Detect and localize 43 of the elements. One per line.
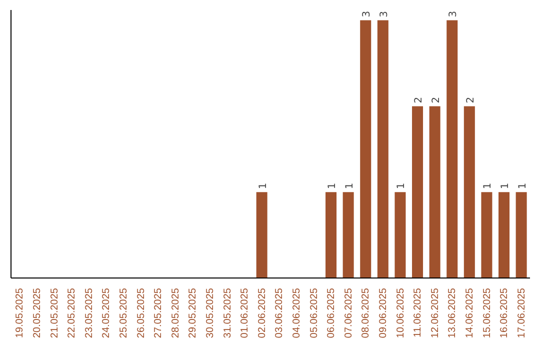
data-label: 3 (378, 10, 390, 18)
data-label: 2 (430, 96, 442, 104)
x-tick-label: 02.06.2025 (256, 288, 268, 338)
x-tick-label: 26.05.2025 (136, 288, 147, 338)
x-tick-label: 05.06.2025 (308, 288, 320, 338)
x-tick-label: 01.06.2025 (240, 288, 251, 338)
data-label: 2 (465, 96, 476, 104)
x-tick-label: 22.05.2025 (66, 288, 78, 338)
x-tick-label: 03.06.2025 (274, 288, 286, 338)
data-label: 1 (344, 182, 356, 190)
data-label: 1 (482, 182, 494, 190)
x-tick-label: 06.06.2025 (326, 288, 338, 338)
x-tick-label: 09.06.2025 (378, 288, 389, 338)
x-tick-label: 13.06.2025 (447, 288, 458, 338)
data-label: 1 (327, 182, 338, 190)
data-label: 1 (500, 182, 512, 190)
x-tick-label: 08.06.2025 (360, 288, 372, 338)
data-label: 1 (258, 182, 269, 190)
x-tick-label: 31.05.2025 (222, 288, 234, 338)
data-label: 2 (414, 96, 425, 104)
x-tick-label: 10.06.2025 (395, 288, 406, 338)
x-tick-label: 23.05.2025 (84, 288, 95, 338)
x-tick-label: 19.05.2025 (14, 288, 26, 338)
x-tick-label: 15.06.2025 (482, 288, 493, 338)
x-tick-label: 14.06.2025 (464, 288, 476, 338)
x-tick-label: 11.06.2025 (412, 288, 424, 338)
x-tick-label: 21.05.2025 (49, 288, 60, 338)
data-label: 1 (396, 182, 408, 190)
x-tick-label: 20.05.2025 (32, 288, 43, 338)
x-tick-label: 07.06.2025 (343, 288, 354, 338)
x-tick-label: 04.06.2025 (291, 288, 302, 338)
x-tick-label: 25.05.2025 (118, 288, 130, 338)
x-tick-label: 16.06.2025 (499, 288, 510, 338)
x-tick-label: 17.06.2025 (516, 288, 528, 338)
data-label: 3 (362, 10, 373, 18)
x-tick-label: 24.05.2025 (101, 288, 112, 338)
x-tick-label: 28.05.2025 (170, 288, 182, 338)
data-label: 1 (517, 182, 528, 190)
x-tick-label: 30.05.2025 (204, 288, 216, 338)
x-tick-label: 27.05.2025 (153, 288, 164, 338)
data-label: 3 (448, 10, 460, 18)
x-tick-label: 29.05.2025 (188, 288, 199, 338)
x-tick-label: 12.06.2025 (430, 288, 441, 338)
